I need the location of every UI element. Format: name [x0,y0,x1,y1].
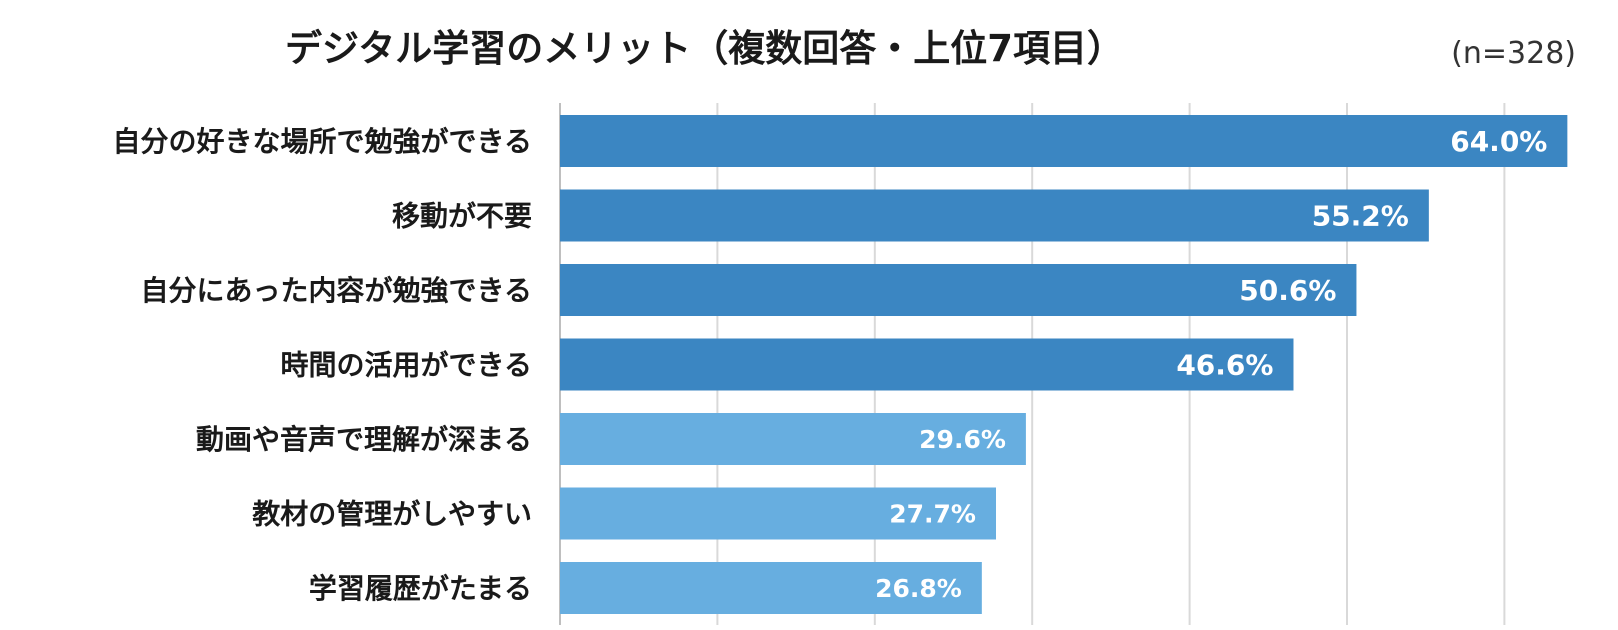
bar-2 [560,189,1429,242]
bar-4 [560,338,1294,391]
bar-1 [560,115,1568,167]
bar-7 [560,562,982,614]
category-label-3: 自分にあった内容が勉強できる [141,274,532,307]
category-label-2: 移動が不要 [392,200,532,233]
value-label-3: 50.6% [1239,274,1336,307]
value-label-4: 46.6% [1176,349,1273,382]
category-labels: 自分の好きな場所で勉強ができる移動が不要自分にあった内容が勉強できる時間の活用が… [113,125,532,605]
category-label-5: 動画や音声で理解が深まる [196,423,532,456]
chart-title: デジタル学習のメリット（複数回答・上位7項目） [285,27,1125,70]
value-label-1: 64.0% [1450,125,1547,158]
category-label-6: 教材の管理がしやすい [252,498,532,531]
category-label-4: 時間の活用ができる [281,349,532,382]
category-label-1: 自分の好きな場所で勉強ができる [113,125,532,158]
bar-3 [560,264,1357,316]
value-label-2: 55.2% [1312,200,1409,233]
value-labels: 64.0% 55.2% 50.6% 46.6% 29.6% 27.7% 26.8% [875,125,1547,603]
bar-5 [560,413,1026,465]
bars [560,115,1568,614]
value-label-6: 27.7% [889,500,976,529]
bar-6 [560,487,996,540]
sample-size-note: (n=328) [1451,36,1576,71]
category-label-7: 学習履歴がたまる [309,572,532,605]
value-label-5: 29.6% [919,425,1006,454]
value-label-7: 26.8% [875,574,962,603]
